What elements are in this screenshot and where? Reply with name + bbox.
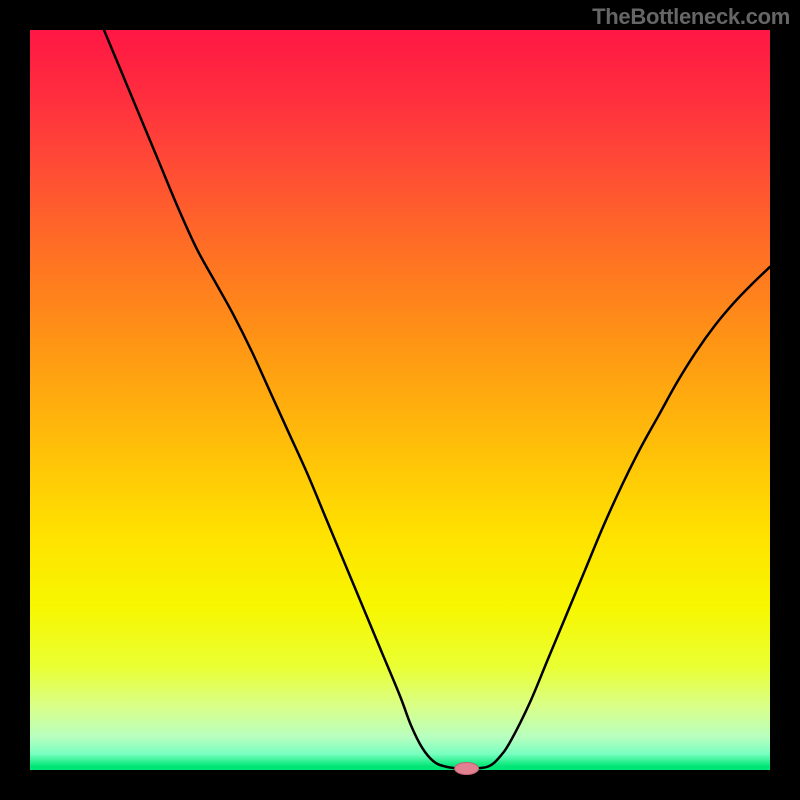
watermark-text: TheBottleneck.com <box>592 4 790 30</box>
plot-background <box>30 30 770 770</box>
optimum-marker <box>455 763 479 775</box>
bottleneck-chart <box>0 0 800 800</box>
chart-container: TheBottleneck.com <box>0 0 800 800</box>
